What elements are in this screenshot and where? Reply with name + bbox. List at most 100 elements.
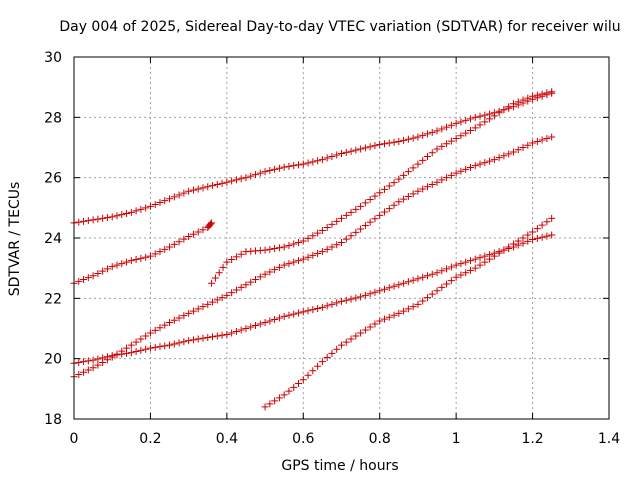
y-tick-label: 30 [44,50,62,66]
data-point [395,137,403,145]
data-point [452,261,460,269]
data-point [357,145,365,153]
x-tick-label: 1.4 [598,431,620,447]
data-point [156,324,164,332]
data-point [404,135,412,143]
data-point [318,248,326,256]
data-point [185,187,193,195]
data-point [495,249,503,257]
data-point [323,354,331,362]
data-point [366,218,374,226]
data-point [452,119,460,127]
data-point [304,253,312,261]
data-point [433,287,441,295]
data-point [500,106,508,114]
data-point [113,351,121,359]
data-point [538,90,546,98]
data-point [409,303,417,311]
data-point [204,300,212,308]
data-point [543,134,551,142]
data-point [318,226,326,234]
data-point [285,311,293,319]
data-point [318,156,326,164]
data-point [175,238,183,246]
data-point [414,160,422,168]
data-point [318,358,326,366]
data-point [447,263,455,271]
data-point [266,268,274,276]
data-point [390,311,398,319]
data-point [180,312,188,320]
data-point [438,125,446,133]
data-point [94,361,102,369]
data-point [304,371,312,379]
data-point [180,338,188,346]
data-point [75,277,83,285]
data-point [271,165,279,173]
data-point [99,214,107,222]
data-point [466,163,474,171]
data-point [314,249,322,257]
data-point [146,252,154,260]
data-point [127,341,135,349]
data-point [352,205,360,213]
data-point [347,208,355,216]
data-point [166,341,174,349]
data-point [290,240,298,248]
data-point [500,246,508,254]
x-tick-label: 0.8 [369,431,391,447]
data-point [290,162,298,170]
data-point [194,185,202,193]
data-point [524,141,532,149]
data-point [385,182,393,190]
data-point [218,331,226,339]
data-point [295,257,303,265]
data-point [514,237,522,245]
plot-frame [73,56,610,420]
data-point [299,308,307,316]
data-point [161,245,169,253]
data-point [357,329,365,337]
series-mid-right-a [208,88,556,287]
data-point [505,243,513,251]
data-point [161,321,169,329]
data-point [266,317,274,325]
data-point [390,201,398,209]
data-point [123,349,131,357]
data-point [543,89,551,97]
data-point [357,202,365,210]
data-point [390,138,398,146]
data-point [476,160,484,168]
data-point [252,171,260,179]
data-point [108,213,116,221]
data-point [170,193,178,201]
data-point [371,288,379,296]
data-point [409,134,417,142]
data-point [333,345,341,353]
data-point [228,255,236,263]
data-point [175,191,183,199]
data-point [409,276,417,284]
data-point [414,300,422,308]
data-point [338,341,345,349]
data-point [180,235,188,243]
data-point [204,334,212,342]
x-tick-label: 0.4 [216,431,238,447]
data-point [132,207,140,215]
data-point [371,320,379,328]
data-point [390,282,398,290]
data-point [423,183,431,191]
axis-ticks: 0 0.2 0.4 0.6 0.8 1 1.2 1.4 18 20 22 24 26 28 30 [44,50,620,447]
data-point [151,200,159,208]
data-point [99,354,107,362]
x-tick-label: 0.6 [292,431,314,447]
data-point [404,305,412,313]
data-point [514,146,522,154]
data-point [108,352,116,360]
data-point [237,283,245,291]
data-point [228,177,236,185]
data-point [452,134,460,142]
data-point [395,175,403,183]
data-point [123,258,131,266]
data-point [395,309,403,317]
